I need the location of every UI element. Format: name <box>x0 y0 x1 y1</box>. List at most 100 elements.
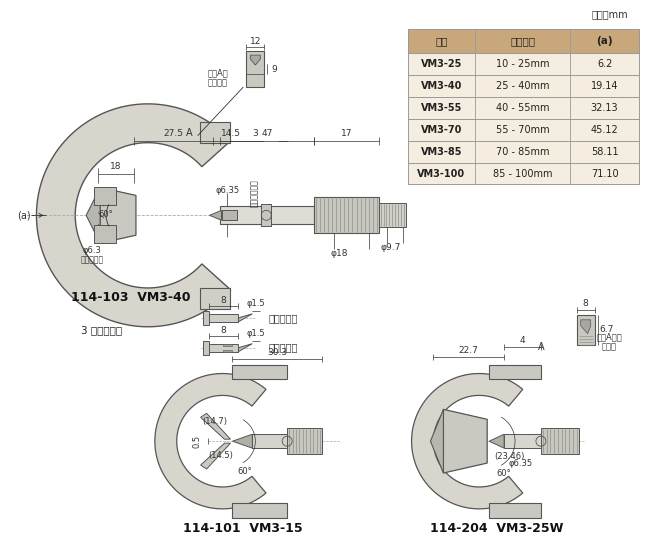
Text: 10 - 25mm: 10 - 25mm <box>496 59 549 69</box>
Text: （测量面）: （测量面） <box>81 256 104 264</box>
Polygon shape <box>252 434 287 448</box>
Text: 8: 8 <box>220 326 226 335</box>
Text: 25 - 40mm: 25 - 40mm <box>496 81 549 91</box>
Text: A: A <box>538 341 544 352</box>
Text: 18: 18 <box>111 162 122 171</box>
Text: VM3-85: VM3-85 <box>421 147 462 157</box>
Polygon shape <box>94 187 116 205</box>
Text: 0.5: 0.5 <box>192 435 201 448</box>
Text: 单位：mm: 单位：mm <box>592 9 629 20</box>
Text: φ6.35: φ6.35 <box>215 186 240 195</box>
Text: 8: 8 <box>583 300 588 309</box>
Polygon shape <box>408 141 640 162</box>
Text: 32.13: 32.13 <box>591 103 618 113</box>
Polygon shape <box>408 29 640 53</box>
Polygon shape <box>239 314 252 322</box>
Polygon shape <box>222 344 233 345</box>
Polygon shape <box>430 410 443 473</box>
Text: (23.46): (23.46) <box>494 451 525 460</box>
Text: 6.2: 6.2 <box>597 59 612 69</box>
Polygon shape <box>408 119 640 141</box>
Text: φ6.35: φ6.35 <box>509 459 533 468</box>
Polygon shape <box>233 434 252 448</box>
Text: (a): (a) <box>17 210 31 220</box>
Text: VM3-40: VM3-40 <box>421 81 462 91</box>
Text: 55 - 70mm: 55 - 70mm <box>496 125 549 134</box>
Text: VM3-100: VM3-100 <box>417 169 465 179</box>
Polygon shape <box>233 503 287 518</box>
Text: 3 沟型刀具头: 3 沟型刀具头 <box>81 325 122 335</box>
Text: 8: 8 <box>220 296 226 305</box>
Polygon shape <box>203 311 209 325</box>
Text: 27.5: 27.5 <box>163 129 183 138</box>
Text: 60°: 60° <box>237 466 252 475</box>
Polygon shape <box>36 104 231 327</box>
Text: 30.3: 30.3 <box>267 348 287 357</box>
Polygon shape <box>379 203 406 227</box>
Text: φ18: φ18 <box>330 249 348 258</box>
Text: 测量范围: 测量范围 <box>510 36 535 46</box>
Text: 114-204  VM3-25W: 114-204 VM3-25W <box>430 522 564 535</box>
Text: φ1.5: φ1.5 <box>246 329 265 338</box>
Text: 笭头A指
向的视图: 笭头A指 向的视图 <box>207 68 228 88</box>
Polygon shape <box>408 162 640 185</box>
Polygon shape <box>201 443 231 469</box>
Text: φ9.7: φ9.7 <box>380 243 401 252</box>
Text: VM3-55: VM3-55 <box>421 103 462 113</box>
Text: 17: 17 <box>341 129 352 138</box>
Polygon shape <box>100 187 136 243</box>
Text: 60°: 60° <box>99 210 114 219</box>
Polygon shape <box>233 364 287 379</box>
Text: 70 - 85mm: 70 - 85mm <box>496 147 549 157</box>
Text: 6.7: 6.7 <box>599 325 614 334</box>
Polygon shape <box>239 344 252 352</box>
Text: 不带凹槽型: 不带凹槽型 <box>268 313 298 323</box>
Polygon shape <box>246 51 265 87</box>
Polygon shape <box>261 204 271 226</box>
Polygon shape <box>250 55 260 65</box>
Polygon shape <box>203 341 209 355</box>
Text: (14.7): (14.7) <box>202 417 227 426</box>
Text: 85 - 100mm: 85 - 100mm <box>493 169 552 179</box>
Polygon shape <box>94 225 116 243</box>
Text: 4: 4 <box>520 336 525 345</box>
Polygon shape <box>314 198 379 233</box>
Polygon shape <box>541 428 578 454</box>
Text: 3: 3 <box>252 129 258 138</box>
Text: 114-103  VM3-40: 114-103 VM3-40 <box>72 291 190 305</box>
Text: 114-101  VM3-15: 114-101 VM3-15 <box>183 522 302 535</box>
Text: VM3-25: VM3-25 <box>421 59 462 69</box>
Polygon shape <box>209 210 222 220</box>
Text: 58.11: 58.11 <box>591 147 618 157</box>
Polygon shape <box>222 210 237 220</box>
Text: 笭头A指向
的视图: 笭头A指向 的视图 <box>597 332 623 352</box>
Text: 9: 9 <box>272 65 277 74</box>
Polygon shape <box>577 315 595 345</box>
Polygon shape <box>252 434 322 448</box>
Text: A: A <box>187 128 193 138</box>
Polygon shape <box>200 122 231 143</box>
Text: 测微螺杆直径: 测微螺杆直径 <box>250 180 259 208</box>
Text: 型号: 型号 <box>435 36 448 46</box>
Polygon shape <box>287 428 322 454</box>
Polygon shape <box>408 75 640 97</box>
Polygon shape <box>489 503 541 518</box>
Polygon shape <box>408 53 640 75</box>
Polygon shape <box>209 314 239 322</box>
Text: 带有凹槽型: 带有凹槽型 <box>268 343 298 353</box>
Polygon shape <box>222 350 233 352</box>
Text: (a): (a) <box>596 36 613 46</box>
Polygon shape <box>200 288 231 309</box>
Text: 19.14: 19.14 <box>591 81 618 91</box>
Text: φ1.5: φ1.5 <box>246 300 265 309</box>
Polygon shape <box>201 413 231 439</box>
Polygon shape <box>443 410 488 473</box>
Text: 22.7: 22.7 <box>459 346 478 355</box>
Text: 71.10: 71.10 <box>591 169 618 179</box>
Text: 14.5: 14.5 <box>221 129 241 138</box>
Polygon shape <box>489 364 541 379</box>
Polygon shape <box>86 187 100 243</box>
Polygon shape <box>489 434 504 448</box>
Text: 45.12: 45.12 <box>591 125 619 134</box>
Polygon shape <box>580 320 591 334</box>
